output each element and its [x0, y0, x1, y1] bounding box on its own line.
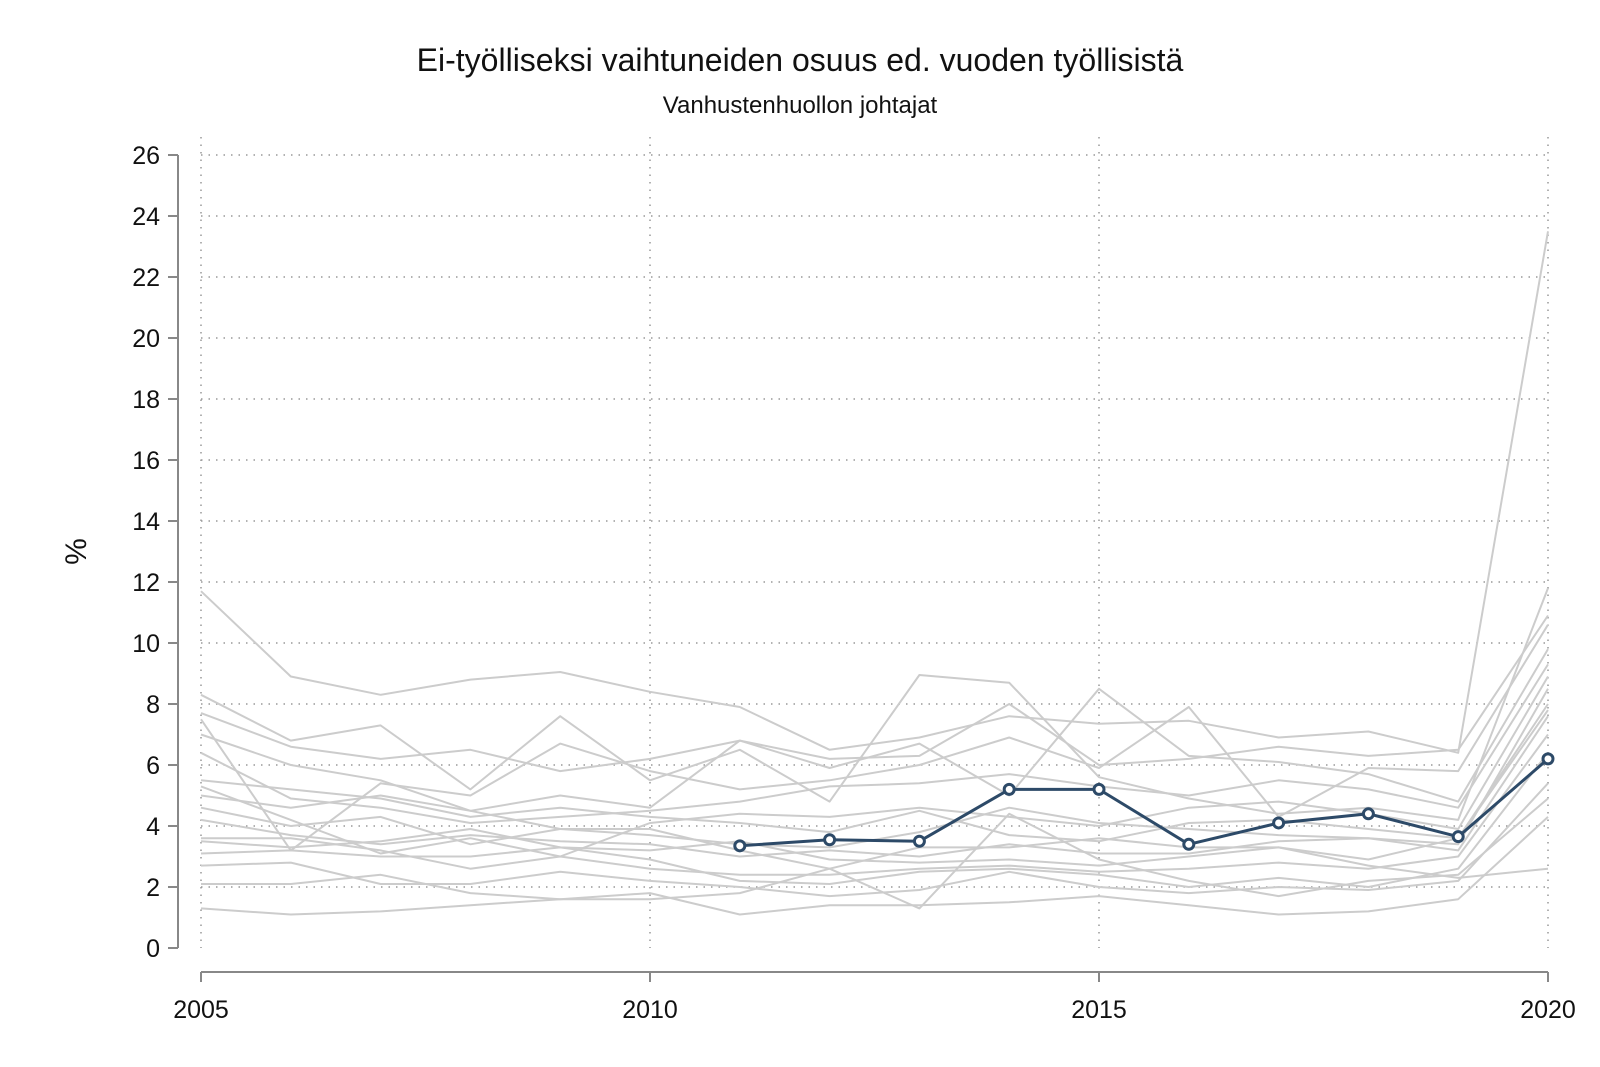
- y-tick-label: 12: [132, 569, 160, 597]
- background-series-line: [200, 624, 1549, 852]
- background-series-line: [200, 231, 1549, 754]
- y-tick-label: 20: [132, 325, 160, 353]
- background-series-line: [200, 663, 1549, 824]
- background-series-line: [200, 715, 1549, 858]
- background-series-line: [201, 733, 1549, 876]
- background-series-group: [200, 231, 1549, 916]
- background-series-line: [200, 828, 1549, 879]
- highlight-point: [1272, 816, 1286, 830]
- highlight-point: [912, 834, 926, 848]
- x-tick-label: 2015: [1071, 996, 1127, 1024]
- highlight-point: [823, 833, 837, 847]
- y-tick-label: 24: [132, 203, 160, 231]
- y-axis-label: %: [60, 538, 93, 565]
- highlight-point: [1002, 782, 1016, 796]
- y-tick-label: 26: [132, 142, 160, 170]
- highlight-series-line: [739, 757, 1549, 848]
- x-tick-label: 2005: [173, 996, 229, 1024]
- y-tick-label: 0: [146, 935, 160, 963]
- y-tick-label: 4: [146, 813, 160, 841]
- background-series-line: [200, 709, 1549, 843]
- x-tick-label: 2010: [622, 996, 678, 1024]
- background-series-line: [200, 648, 1549, 812]
- highlight-point: [1541, 752, 1555, 766]
- y-tick-label: 18: [132, 386, 160, 414]
- chart-subtitle: Vanhustenhuollon johtajat: [662, 92, 938, 119]
- y-tick-label: 10: [132, 630, 160, 658]
- background-series-line: [200, 752, 1549, 888]
- background-series-line: [201, 797, 1549, 910]
- y-tick-label: 16: [132, 447, 160, 475]
- y-tick-label: 14: [132, 508, 160, 536]
- background-series-line: [200, 703, 1549, 870]
- y-tick-label: 6: [146, 752, 160, 780]
- highlight-point: [1092, 782, 1106, 796]
- x-tick-label: 2020: [1520, 996, 1576, 1024]
- background-series-line: [200, 614, 1549, 773]
- highlight-point: [733, 839, 747, 853]
- y-tick-label: 8: [146, 691, 160, 719]
- background-series-line: [200, 675, 1549, 858]
- y-tick-label: 2: [146, 874, 160, 902]
- y-tick-label: 22: [132, 264, 160, 292]
- chart-title: Ei-työlliseksi vaihtuneiden osuus ed. vu…: [416, 42, 1184, 78]
- background-series-line: [200, 587, 1549, 821]
- highlight-point: [1361, 807, 1375, 821]
- highlight-series-group: [733, 752, 1555, 853]
- highlight-point: [1451, 830, 1465, 844]
- background-series-line: [200, 816, 1549, 916]
- highlight-point: [1182, 837, 1196, 851]
- gridlines: [200, 137, 1549, 948]
